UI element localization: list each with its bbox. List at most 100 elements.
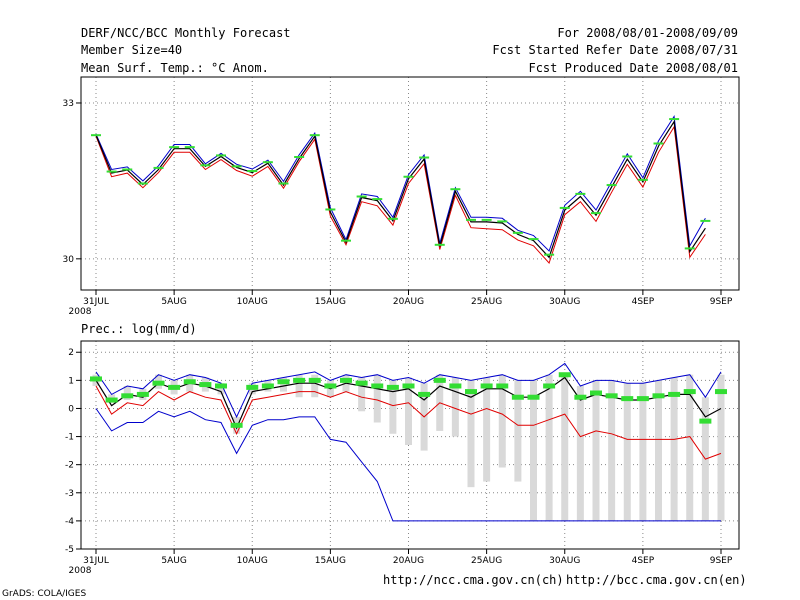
temp-max-line xyxy=(95,115,706,252)
precip-max-line xyxy=(95,362,722,419)
precip-observed-marker xyxy=(199,382,212,388)
precip-observed-marker xyxy=(121,393,134,399)
precip-observed-marker xyxy=(418,391,431,397)
temp-x-tick-label: 25AUG xyxy=(471,297,502,307)
precip-observed-marker xyxy=(402,383,415,389)
precip-spread-bar xyxy=(217,383,225,395)
precip-lower-bound-line xyxy=(95,408,721,522)
precip-spread-bar xyxy=(655,380,662,521)
precip-observed-marker xyxy=(433,377,446,383)
precip-spread-bar xyxy=(561,374,569,521)
temp-mean-line xyxy=(95,119,706,259)
forecast-produced-date: Fcst Produced Date 2008/08/01 xyxy=(528,61,738,75)
temp-y-tick-label: 30 xyxy=(63,255,75,265)
precip-observed-marker xyxy=(668,391,681,397)
precip-spread-bar xyxy=(311,374,319,398)
precip-x-tick-label: 9SEP xyxy=(710,556,733,566)
precip-observed-marker xyxy=(558,372,571,378)
precip-observed-marker xyxy=(152,380,165,386)
precip-y-tick-label: -5 xyxy=(65,545,74,555)
precip-observed-marker xyxy=(652,393,665,399)
precip-observed-marker xyxy=(511,394,524,400)
precip-x-tick-label: 20AUG xyxy=(393,556,424,566)
precip-observed-marker xyxy=(465,389,477,395)
temp-y-tick-label: 33 xyxy=(63,99,74,109)
precip-y-tick-label: -1 xyxy=(65,433,74,443)
precip-spread-bar xyxy=(123,385,131,401)
precip-observed-marker xyxy=(527,394,540,400)
member-size-label: Member Size=40 xyxy=(81,43,183,57)
precip-observed-marker xyxy=(371,383,384,389)
precip-observed-marker xyxy=(293,377,306,383)
precip-spread-bar xyxy=(451,377,459,437)
forecast-period: For 2008/08/01-2008/09/09 xyxy=(557,26,738,40)
precip-spread-bar xyxy=(717,374,725,521)
precip-y-tick-label: 0 xyxy=(68,404,74,414)
precip-spread-bar xyxy=(389,380,397,434)
precip-y-tick-label: -4 xyxy=(65,517,74,527)
precip-observed-marker xyxy=(480,383,493,389)
precip-spread-bar xyxy=(686,374,694,521)
precip-observed-marker xyxy=(168,384,181,390)
precip-y-tick-label: -3 xyxy=(65,489,74,499)
temp-x-tick-label: 9SEP xyxy=(710,297,733,307)
precip-min-line xyxy=(95,385,722,460)
temp-year-label: 2008 xyxy=(69,307,92,317)
precip-panel-title: Prec.: log(mm/d) xyxy=(81,322,197,336)
grads-credit: GrADS: COLA/IGES xyxy=(2,589,87,599)
precip-observed-marker xyxy=(261,383,274,389)
precip-spread-bar xyxy=(576,385,584,521)
precip-spread-bar xyxy=(545,374,553,521)
precip-observed-marker xyxy=(449,383,462,389)
precip-spread-bar xyxy=(608,380,616,521)
precip-observed-marker xyxy=(230,422,243,428)
precip-observed-marker xyxy=(636,396,649,402)
precip-observed-marker xyxy=(277,379,290,385)
precip-x-tick-label: 25AUG xyxy=(471,556,502,566)
precip-observed-marker xyxy=(136,391,149,397)
precip-spread-bar xyxy=(623,383,631,521)
precip-spread-bar xyxy=(467,380,475,488)
precip-observed-marker xyxy=(715,389,727,395)
temp-x-tick-label: 31JUL xyxy=(83,297,109,307)
precip-observed-marker xyxy=(246,384,259,390)
precip-x-tick-label: 4SEP xyxy=(632,556,655,566)
precip-spread-bar xyxy=(670,377,678,521)
precip-observed-marker xyxy=(90,376,102,382)
precip-spread-bar xyxy=(405,377,412,445)
precip-observed-marker xyxy=(605,393,618,399)
precip-spread-bar xyxy=(592,380,600,521)
precip-observed-marker xyxy=(699,418,712,424)
precip-y-tick-label: -2 xyxy=(65,461,74,471)
precip-observed-marker xyxy=(386,384,399,390)
precip-spread-bar xyxy=(530,380,537,521)
precip-spread-bar xyxy=(498,374,506,468)
precip-observed-marker xyxy=(105,397,118,403)
temp-x-tick-label: 10AUG xyxy=(237,297,268,307)
variable-label: Mean Surf. Temp.: °C Anom. xyxy=(81,61,269,75)
precip-observed-marker xyxy=(543,383,556,389)
precip-spread-bar xyxy=(514,380,522,482)
precip-x-tick-label: 10AUG xyxy=(237,556,268,566)
temp-x-tick-label: 20AUG xyxy=(393,297,424,307)
precip-y-tick-label: 2 xyxy=(68,348,74,358)
precip-observed-marker xyxy=(574,394,587,400)
temp-x-tick-label: 30AUG xyxy=(549,297,580,307)
bcc-url-link[interactable]: http://bcc.cma.gov.cn(en) xyxy=(566,573,747,587)
precip-year-label: 2008 xyxy=(69,566,92,576)
precip-spread-bar xyxy=(295,374,303,398)
precip-observed-marker xyxy=(340,377,352,383)
precip-observed-marker xyxy=(355,380,368,386)
precip-observed-marker xyxy=(590,390,602,396)
temp-x-tick-label: 5AUG xyxy=(161,297,186,307)
precip-x-tick-label: 31JUL xyxy=(83,556,109,566)
precip-observed-marker xyxy=(324,383,337,389)
precip-spread-bar xyxy=(280,377,287,392)
chart-title: DERF/NCC/BCC Monthly Forecast xyxy=(81,26,291,40)
precip-x-tick-label: 15AUG xyxy=(315,556,346,566)
precip-spread-bar xyxy=(373,374,381,423)
precip-observed-marker xyxy=(683,389,696,395)
ncc-url-link[interactable]: http://ncc.cma.gov.cn(ch) xyxy=(383,573,564,587)
precip-y-tick-label: 1 xyxy=(68,376,74,386)
